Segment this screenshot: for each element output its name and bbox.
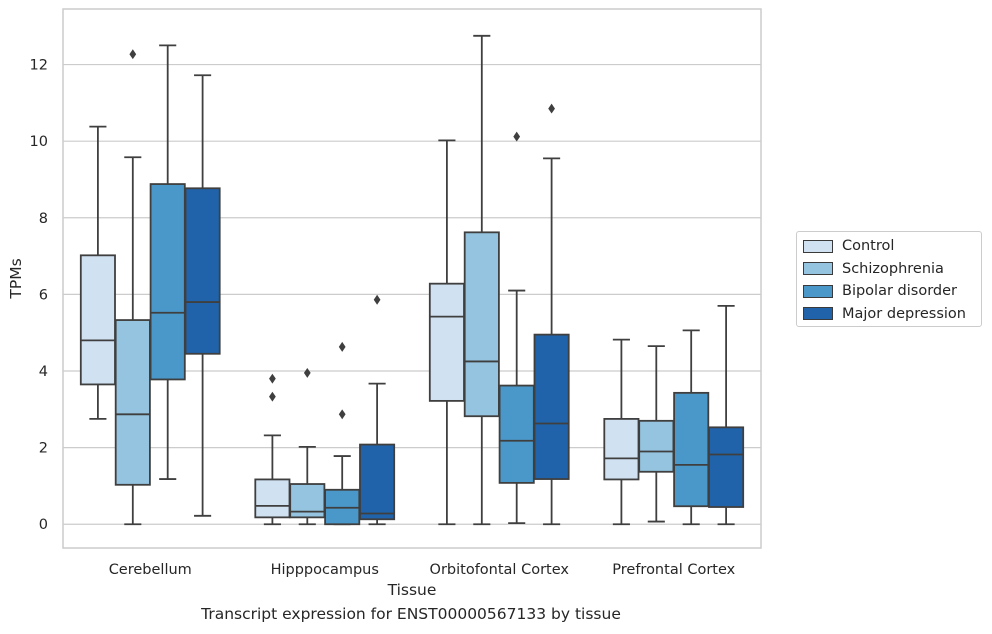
box — [533, 333, 570, 480]
outlier-point — [513, 131, 521, 142]
legend-swatch — [803, 239, 833, 253]
box — [359, 443, 396, 521]
outlier-point — [303, 367, 311, 378]
y-tick-label: 6 — [39, 287, 48, 303]
legend-label: Bipolar disorder — [842, 283, 957, 300]
legend-swatch — [803, 262, 833, 276]
box — [638, 419, 675, 473]
legend-label: Control — [842, 238, 895, 255]
x-tick-label: Prefrontal Cortex — [612, 562, 735, 578]
outlier-point — [269, 391, 276, 402]
outlier-point — [338, 409, 346, 420]
box — [184, 187, 221, 355]
box — [79, 254, 116, 386]
legend-item: Control — [803, 235, 975, 258]
x-tick-label: Cerebellum — [109, 562, 192, 578]
y-axis-label: TPMs — [7, 258, 25, 299]
outlier-point — [269, 373, 276, 384]
y-tick-label: 10 — [30, 134, 48, 150]
box — [149, 183, 186, 381]
outlier-point — [548, 103, 555, 114]
box — [603, 418, 640, 481]
box — [673, 391, 710, 508]
box — [708, 426, 745, 508]
x-tick-label: Hipppocampus — [271, 562, 379, 578]
x-axis-label: Tissue — [387, 581, 437, 599]
legend: Control Schizophrenia Bipolar disorder Majo… — [796, 231, 982, 327]
box — [428, 282, 465, 402]
outlier-point — [338, 341, 346, 352]
outlier-point — [373, 294, 381, 305]
y-tick-label: 4 — [39, 364, 48, 380]
legend-swatch — [803, 307, 833, 321]
y-tick-label: 0 — [39, 517, 48, 533]
y-tick-label: 8 — [39, 211, 48, 227]
legend-swatch — [803, 284, 833, 298]
plot-frame — [62, 8, 762, 549]
legend-label: Major depression — [842, 305, 966, 322]
y-tick-label: 2 — [39, 441, 48, 457]
y-tick-label: 12 — [30, 58, 48, 74]
legend-label: Schizophrenia — [842, 260, 944, 277]
legend-item: Schizophrenia — [803, 258, 975, 281]
outlier-point — [129, 49, 137, 60]
chart-caption: Transcript expression for ENST0000056713… — [201, 605, 621, 623]
box — [114, 319, 151, 486]
legend-item: Bipolar disorder — [803, 280, 975, 303]
legend-item: Major depression — [803, 303, 975, 326]
box — [498, 384, 535, 484]
x-tick-label: Orbitofontal Cortex — [430, 562, 570, 578]
box — [463, 231, 500, 418]
box — [254, 478, 291, 519]
